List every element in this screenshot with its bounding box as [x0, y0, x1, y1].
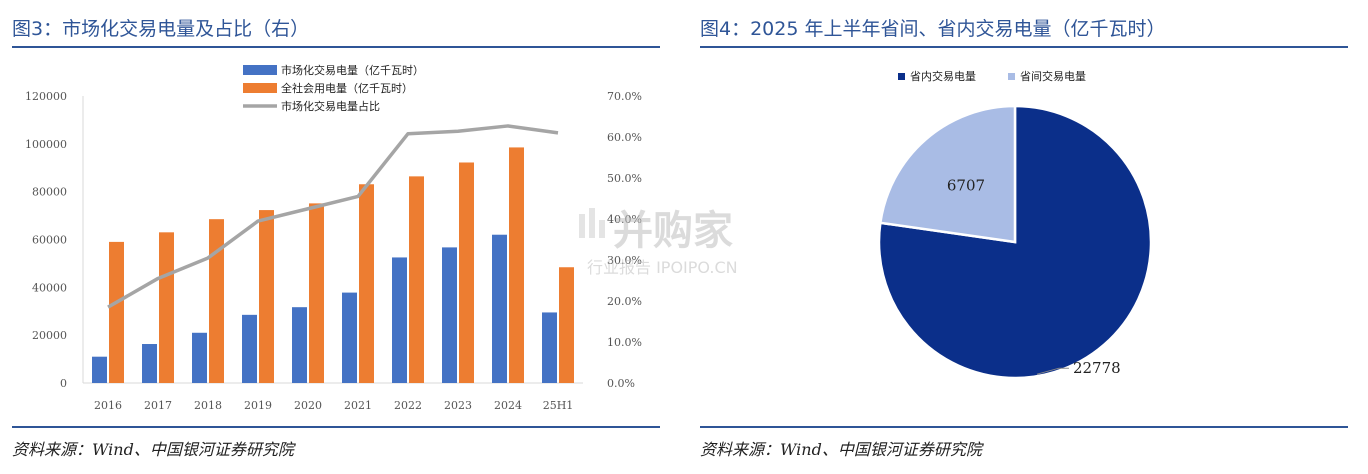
bar-total-consumption — [309, 203, 324, 383]
bar-market-trade — [92, 356, 107, 383]
legend-label: 省间交易电量 — [1020, 69, 1086, 83]
left-source-note: 资料来源：Wind、中国银河证券研究院 — [12, 440, 294, 459]
bar-total-consumption — [109, 241, 124, 383]
bar-total-consumption — [209, 219, 224, 383]
pie-data-label: 22778 — [1073, 359, 1121, 377]
y2-tick-label: 70.0% — [607, 90, 642, 103]
y2-tick-label: 40.0% — [607, 213, 642, 226]
line-market-share — [107, 124, 559, 309]
left-figure-panel: 图3：市场化交易电量及占比（右） 0 20000 40000 60000 80000 10… — [0, 0, 660, 474]
y2-tick-label: 50.0% — [607, 172, 642, 185]
bar-market-trade — [342, 292, 357, 383]
x-tick-label: 2019 — [244, 399, 272, 412]
x-tick-label: 2022 — [394, 399, 422, 412]
left-bottom-rule — [12, 426, 660, 428]
x-tick-label: 2017 — [144, 399, 172, 412]
left-title-rule — [12, 46, 660, 48]
right-figure-panel: 图4：2025 年上半年省间、省内交易电量（亿千瓦时） 22778 6707 省内交… — [688, 0, 1348, 474]
bar-total-consumption — [409, 176, 424, 383]
right-title-rule — [700, 46, 1348, 48]
x-tick-label: 25H1 — [543, 399, 574, 412]
y-tick-label: 0 — [60, 377, 67, 390]
right-bottom-rule — [700, 426, 1348, 428]
y-tick-label: 120000 — [25, 90, 67, 103]
y2-tick-label: 30.0% — [607, 254, 642, 267]
y2-tick-label: 10.0% — [607, 336, 642, 349]
y-tick-label: 100000 — [25, 138, 67, 151]
y-tick-label: 20000 — [32, 329, 67, 342]
bar-market-trade — [442, 247, 457, 383]
right-figure-title: 图4：2025 年上半年省间、省内交易电量（亿千瓦时） — [700, 18, 1166, 40]
bar-market-trade — [542, 312, 557, 383]
bar-total-consumption — [509, 147, 524, 383]
x-tick-label: 2023 — [444, 399, 472, 412]
combo-bar-line-chart: 0 20000 40000 60000 80000 100000 120000 0.0% 10.… — [25, 63, 642, 412]
legend-label: 市场化交易电量（亿千瓦时） — [281, 63, 424, 77]
bar-market-trade — [492, 234, 507, 383]
y-tick-label: 40000 — [32, 281, 67, 294]
pie-data-label: 6707 — [947, 177, 985, 195]
x-tick-label: 2018 — [194, 399, 222, 412]
bar-total-consumption — [559, 267, 574, 383]
bar-market-trade — [292, 307, 307, 383]
pie-slice — [878, 104, 1017, 244]
legend-swatch — [898, 73, 905, 80]
x-tick-label: 2020 — [294, 399, 322, 412]
legend-label: 省内交易电量 — [910, 69, 976, 83]
pie-leader-line — [1036, 367, 1069, 375]
bar-total-consumption — [259, 210, 274, 383]
bar-total-consumption — [459, 162, 474, 383]
left-figure-title: 图3：市场化交易电量及占比（右） — [12, 18, 310, 40]
y2-tick-label: 20.0% — [607, 295, 642, 308]
legend-label: 市场化交易电量占比 — [281, 99, 380, 113]
bar-total-consumption — [359, 184, 374, 383]
y-tick-label: 60000 — [32, 234, 67, 247]
x-tick-label: 2021 — [344, 399, 372, 412]
y2-tick-label: 60.0% — [607, 131, 642, 144]
bar-total-consumption — [159, 232, 174, 383]
bar-market-trade — [142, 344, 157, 383]
y-tick-label: 80000 — [32, 186, 67, 199]
x-tick-label: 2016 — [94, 399, 122, 412]
y2-tick-label: 0.0% — [607, 377, 635, 390]
pie-chart: 22778 6707 省内交易电量 省间交易电量 — [877, 69, 1153, 380]
legend-swatch — [1008, 73, 1015, 80]
legend-swatch — [243, 65, 277, 75]
right-source-note: 资料来源：Wind、中国银河证券研究院 — [700, 440, 982, 459]
bar-market-trade — [392, 257, 407, 383]
bar-market-trade — [192, 332, 207, 383]
legend-swatch — [243, 83, 277, 93]
x-tick-label: 2024 — [494, 399, 522, 412]
legend-label: 全社会用电量（亿千瓦时） — [281, 81, 413, 95]
bar-market-trade — [242, 314, 257, 383]
